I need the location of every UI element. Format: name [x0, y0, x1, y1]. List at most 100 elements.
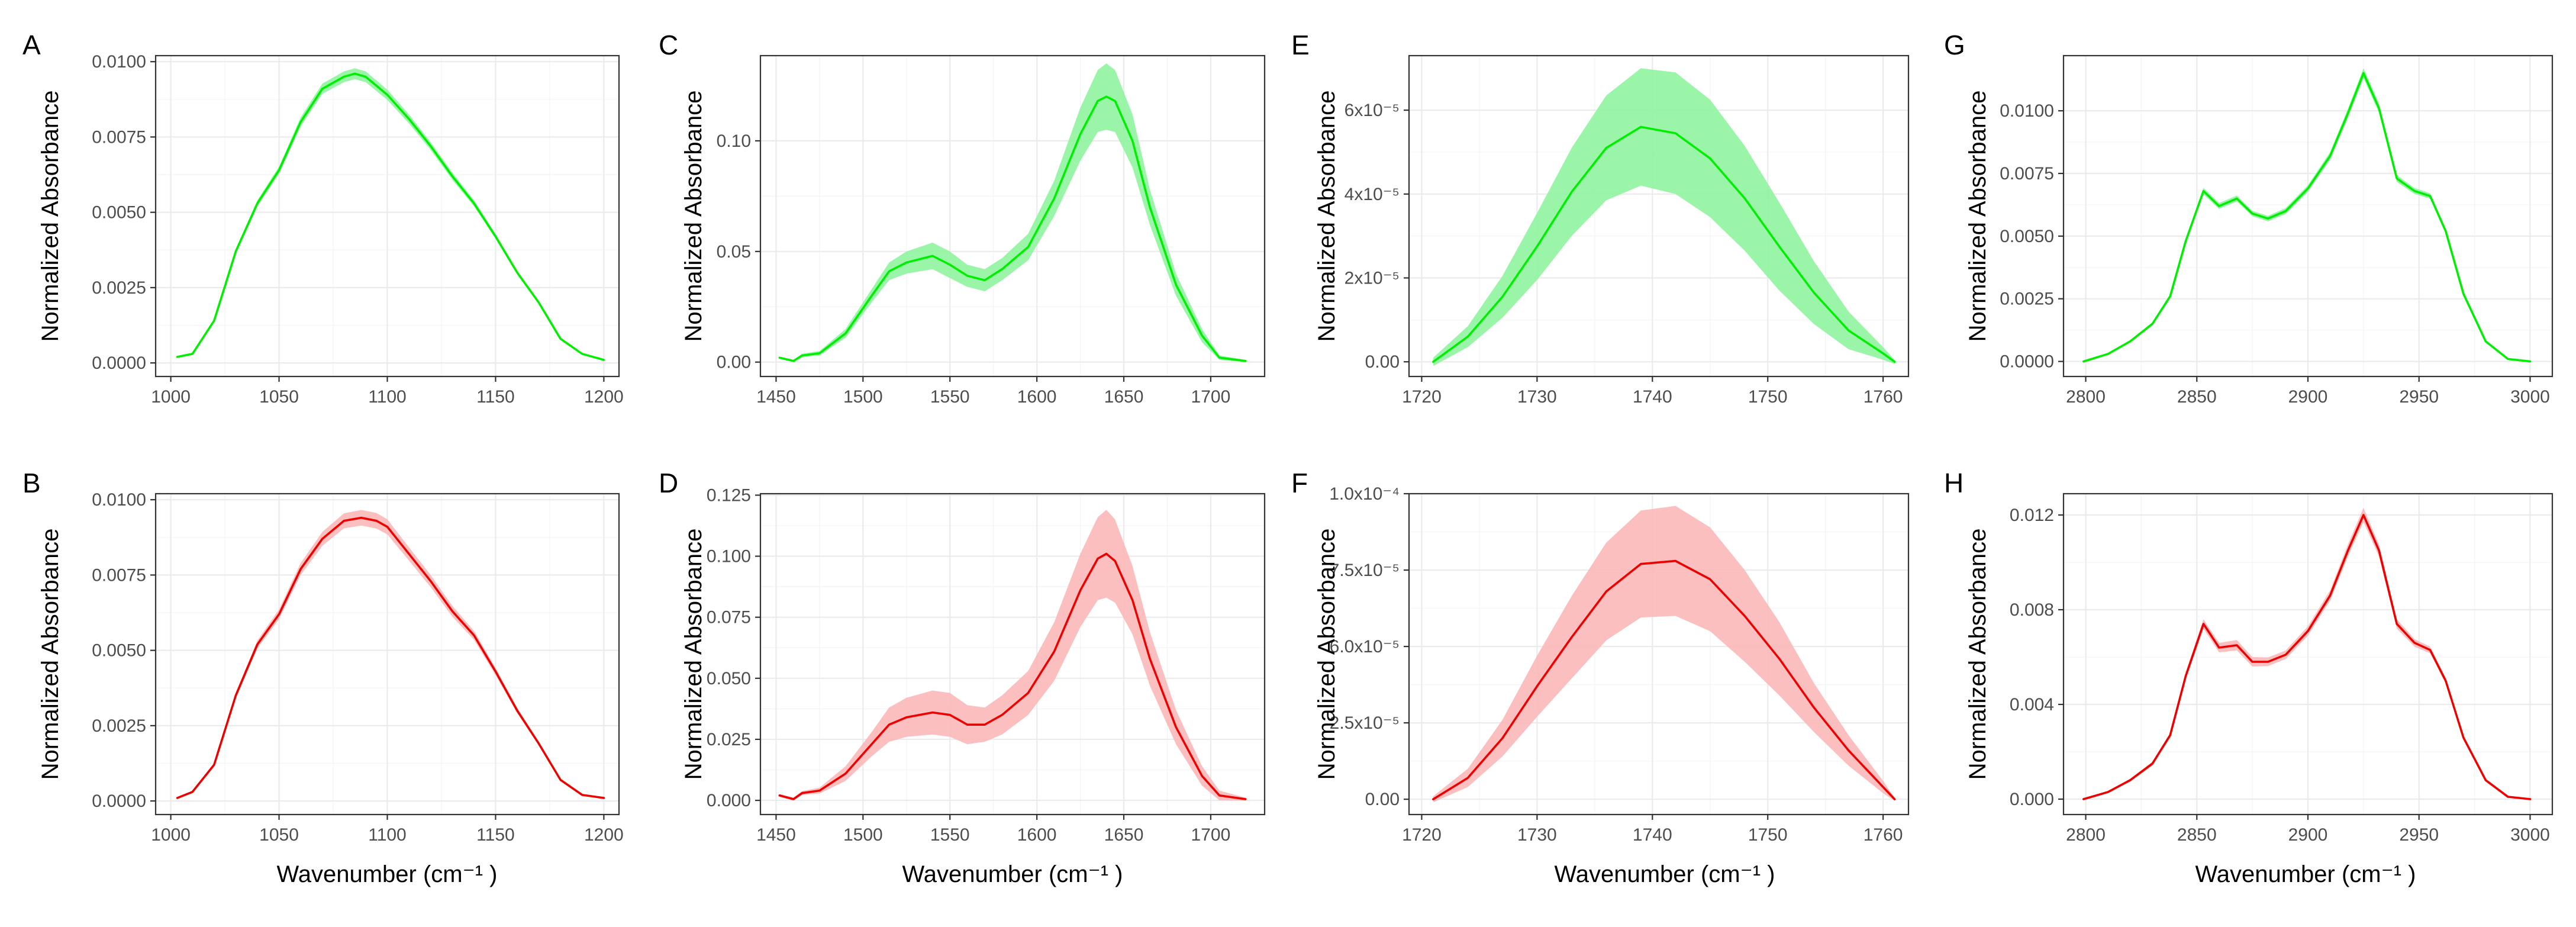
y-tick-label: 0.004 [2010, 695, 2054, 714]
y-tick-label: 0.10 [717, 131, 751, 151]
x-axis-title-col1: Wavenumber (cm⁻¹ ) [276, 861, 497, 887]
x-tick-label: 1600 [1017, 387, 1057, 407]
x-tick-label: 1200 [584, 387, 624, 407]
plot-frame [1408, 54, 1910, 378]
x-tick-label: 1450 [756, 825, 796, 845]
y-tick-label: 0.025 [707, 730, 751, 749]
x-axis-titles: Wavenumber (cm⁻¹ ) Wavenumber (cm⁻¹ ) Wa… [276, 861, 2416, 887]
x-tick-label: 1720 [1402, 825, 1442, 845]
x-tick-label: 3000 [2510, 825, 2550, 845]
mean-spectrum-line [176, 516, 605, 799]
y-axis-title: Normalized Absorbance [37, 529, 63, 780]
x-tick-label: 1700 [1191, 825, 1231, 845]
x-tick-label: 2900 [2288, 387, 2328, 407]
y-tick-label: 0.00 [717, 353, 751, 372]
x-tick-label: 1730 [1517, 387, 1557, 407]
x-tick-label: 1650 [1104, 387, 1144, 407]
confidence-band [779, 63, 1246, 362]
x-tick-label: 2850 [2177, 825, 2217, 845]
y-tick-label: 0.0000 [92, 791, 146, 811]
panel-label-b: B [22, 468, 41, 498]
x-tick-label: 1650 [1104, 825, 1144, 845]
panel-b: B 1000 1050 1100 1150 1200 0.0000 0.0025 0.0050 0… [22, 468, 624, 845]
x-axis-title-col3: Wavenumber (cm⁻¹ ) [1554, 861, 1775, 887]
y-tick-label: 0.0000 [2000, 352, 2054, 372]
y-axis-title: Normalized Absorbance [681, 91, 707, 342]
y-tick-label: 0.0025 [92, 716, 146, 736]
y-tick-label: 0.000 [707, 791, 751, 810]
panel-label-g: G [1944, 30, 1965, 60]
x-tick-label: 1050 [259, 825, 299, 845]
x-tick-label: 1750 [1748, 387, 1788, 407]
y-tick-label: 0.125 [707, 485, 751, 505]
confidence-band [779, 510, 1246, 801]
x-tick-label: 2950 [2399, 387, 2439, 407]
y-tick-label: 2.5x10⁻⁵ [1330, 713, 1400, 733]
x-tick-label: 1750 [1748, 825, 1788, 845]
y-axis-title: Normalized Absorbance [1965, 529, 1991, 780]
panel-label-e: E [1291, 30, 1310, 60]
y-tick-label: 0.0075 [92, 565, 146, 585]
confidence-band [1433, 506, 1895, 803]
y-tick-label: 0.0100 [92, 52, 146, 72]
y-axis-title: Normalized Absorbance [1314, 91, 1340, 342]
y-tick-label: 0.05 [717, 242, 751, 262]
y-tick-label: 7.5x10⁻⁵ [1330, 561, 1400, 580]
x-tick-label: 1100 [368, 825, 407, 845]
x-tick-label: 2800 [2066, 387, 2106, 407]
panel-label-c: C [659, 30, 678, 60]
y-tick-label: 0.0100 [2000, 101, 2054, 121]
y-tick-label: 0.075 [707, 608, 751, 627]
y-tick-label: 0.0075 [2000, 164, 2054, 184]
x-tick-label: 1740 [1633, 387, 1672, 407]
x-tick-label: 2850 [2177, 387, 2217, 407]
y-axis-title: Normalized Absorbance [681, 529, 707, 780]
panel-a: A 1000 1050 1100 1150 1200 0.0000 0.0025 0.0050 0… [22, 30, 624, 407]
plot-frame [1408, 493, 1910, 816]
x-tick-label: 2900 [2288, 825, 2328, 845]
y-tick-label: 0.0050 [92, 641, 146, 661]
mean-spectrum-line [1432, 559, 1896, 800]
plot-background [760, 494, 1265, 815]
plot-frame [759, 493, 1266, 816]
mean-spectrum-line [778, 552, 1247, 800]
x-tick-label: 1150 [476, 387, 515, 407]
x-tick-label: 1000 [151, 387, 191, 407]
y-tick-label: 0.100 [707, 547, 751, 566]
x-tick-label: 1500 [843, 387, 883, 407]
panel-label-h: H [1944, 468, 1964, 498]
y-tick-label: 4x10⁻⁵ [1345, 185, 1400, 204]
y-axis-title: Normalized Absorbance [1965, 91, 1991, 342]
panel-label-f: F [1291, 468, 1308, 498]
y-tick-label: 0.050 [707, 669, 751, 688]
x-tick-label: 1050 [259, 387, 299, 407]
panels-layer: A 1000 1050 1100 1150 1200 0.0000 0.0025 0.0050 0… [22, 30, 2554, 845]
x-axis-title-col2: Wavenumber (cm⁻¹ ) [902, 861, 1123, 887]
x-tick-label: 2800 [2066, 825, 2106, 845]
x-tick-label: 1550 [930, 387, 970, 407]
panel-f: F 1720 1730 1740 1750 1760 0.00 2.5x10⁻⁵ 6.0x10⁻… [1291, 468, 1910, 845]
panel-label-d: D [659, 468, 678, 498]
x-tick-label: 1150 [476, 825, 515, 845]
x-tick-label: 1740 [1633, 825, 1672, 845]
x-tick-label: 1730 [1517, 825, 1557, 845]
y-tick-label: 0.008 [2010, 600, 2054, 620]
panel-g: G 2800 2850 2900 2950 3000 0.0000 0.0025 0.0050 0… [1944, 30, 2554, 407]
x-tick-label: 1200 [584, 825, 624, 845]
x-tick-label: 1450 [756, 387, 796, 407]
mean-spectrum-line [176, 72, 605, 361]
x-tick-label: 3000 [2510, 387, 2550, 407]
x-tick-label: 1720 [1402, 387, 1442, 407]
plot-background [760, 56, 1265, 376]
y-tick-label: 0.012 [2010, 506, 2054, 525]
x-tick-label: 1600 [1017, 825, 1057, 845]
y-tick-label: 6.0x10⁻⁵ [1330, 637, 1400, 656]
mean-spectrum-line [2082, 72, 2532, 363]
y-tick-label: 0.0050 [2000, 227, 2054, 246]
y-tick-label: 0.0025 [2000, 289, 2054, 309]
x-tick-label: 1000 [151, 825, 191, 845]
panel-e: E 1720 1730 1740 1750 1760 0.00 2x10⁻⁵ 4x10⁻⁵ 6x1… [1291, 30, 1910, 407]
y-tick-label: 0.0075 [92, 127, 146, 147]
y-tick-label: 0.0050 [92, 203, 146, 223]
